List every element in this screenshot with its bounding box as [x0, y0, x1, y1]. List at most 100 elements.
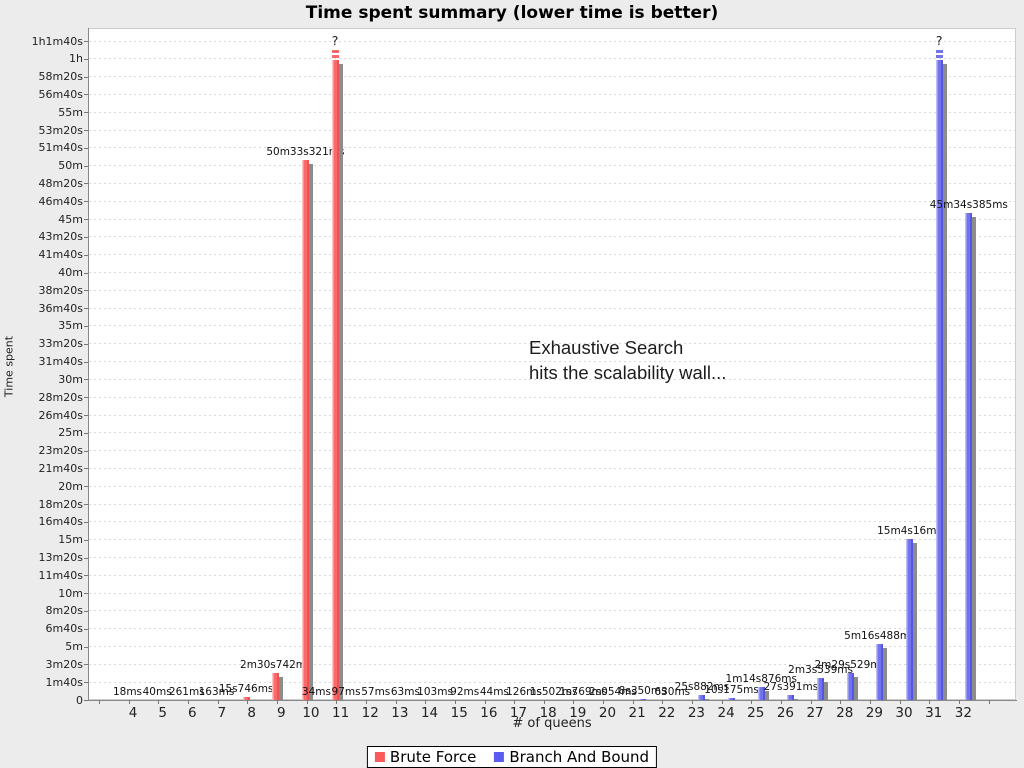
annotation-line-1: Exhaustive Search: [529, 337, 684, 358]
y-tick-mark: [84, 468, 88, 470]
y-tick-label: 15m: [58, 533, 83, 547]
x-tick-label: 9: [276, 705, 286, 721]
y-tick-label: 31m40s: [38, 355, 83, 369]
bar-branch-and-bound-q30: [906, 538, 914, 700]
x-tick-mark: [484, 700, 486, 704]
bar-branch-and-bound-q26: [787, 695, 795, 700]
bar-shadow: [704, 699, 710, 700]
bar-value-label: 25s882ms: [674, 681, 730, 694]
x-tick-label: 5: [158, 705, 167, 721]
x-tick-label: 29: [865, 705, 883, 721]
y-gridline: [89, 147, 1015, 149]
bar-shadow: [852, 677, 858, 700]
bar-branch-and-bound-q24: [728, 698, 736, 700]
bar-value-label: 2m29s529ms: [814, 659, 886, 672]
y-tick-label: 11m40s: [38, 568, 83, 582]
bar-value-label: 50m33s321ms: [266, 145, 345, 158]
branch-and-bound-swatch-icon: [494, 752, 505, 762]
bar-value-label: 126ms: [506, 685, 542, 698]
y-tick-mark: [84, 432, 88, 434]
bar-value-label: 34ms: [301, 685, 331, 698]
x-tick-mark: [247, 700, 249, 704]
bar-value-label: 45m34s385ms: [929, 198, 1008, 211]
x-tick-mark: [454, 700, 456, 704]
x-tick-mark: [395, 700, 397, 704]
x-tick-mark: [573, 700, 575, 704]
y-gridline: [89, 218, 1015, 220]
x-tick-label: 24: [717, 705, 735, 721]
bar-shadow: [793, 699, 799, 700]
x-tick-label: 14: [420, 705, 439, 721]
y-tick-mark: [84, 272, 88, 274]
bar-shadow: [823, 681, 829, 700]
bar-shadow: [882, 647, 888, 700]
x-tick-label: 12: [361, 705, 379, 721]
bar-value-label: 1m14s876ms: [725, 672, 797, 685]
bar-brute-force-q11: [331, 60, 339, 700]
y-tick-mark: [84, 610, 88, 612]
x-tick-label: 6: [188, 705, 197, 721]
x-tick-label: 30: [895, 705, 913, 721]
bar-value-label: 1s502ms: [529, 685, 578, 698]
bar-value-label: 92ms: [450, 685, 480, 698]
bar-value-label: 630ms: [654, 685, 691, 698]
x-tick-mark: [425, 700, 427, 704]
y-gridline: [89, 592, 1015, 594]
y-tick-mark: [84, 219, 88, 221]
bar-brute-force-q9: [272, 673, 280, 700]
y-gridline: [89, 111, 1015, 113]
x-tick-mark: [810, 700, 812, 704]
y-tick-label: 1m40s: [45, 675, 83, 689]
y-tick-label: 10m: [58, 586, 83, 600]
bar-shadow: [941, 64, 947, 700]
x-tick-label: 21: [628, 705, 646, 721]
y-tick-label: 5m: [65, 640, 83, 654]
y-tick-mark: [84, 700, 88, 701]
y-gridline: [89, 200, 1015, 202]
x-tick-label: 31: [925, 705, 943, 721]
y-tick-mark: [84, 236, 88, 238]
x-axis-line: [88, 700, 1017, 701]
y-tick-mark: [84, 646, 88, 648]
x-tick-mark: [365, 700, 367, 704]
bar-value-label: 15m4s16ms: [877, 524, 942, 537]
bar-value-label: 44ms: [479, 685, 509, 698]
y-tick-label: 43m20s: [38, 230, 83, 244]
y-tick-mark: [84, 201, 88, 203]
y-tick-label: 48m20s: [38, 176, 83, 190]
y-gridline: [89, 325, 1015, 327]
y-gridline: [89, 521, 1015, 523]
y-tick-mark: [84, 682, 88, 684]
x-tick-label: 19: [569, 705, 587, 721]
y-tick-mark: [84, 76, 88, 78]
bar-value-label: 2m30s742ms: [240, 659, 312, 672]
x-tick-mark: [721, 700, 723, 704]
x-tick-label: 18: [539, 705, 557, 721]
x-tick-label: 27: [806, 705, 824, 721]
x-tick-label: 28: [836, 705, 854, 721]
x-tick-mark: [514, 700, 516, 704]
y-gridline: [89, 539, 1015, 541]
bar-timeout-dash: [935, 55, 943, 58]
y-tick-label: 28m20s: [38, 390, 83, 404]
x-tick-label: 15: [450, 705, 468, 721]
bar-value-label: 15s746ms: [218, 683, 274, 696]
y-tick-label: 45m: [58, 212, 83, 226]
bar-shadow: [971, 216, 977, 700]
x-tick-label: 4: [128, 705, 138, 721]
y-tick-label: 6m40s: [45, 622, 83, 636]
bar-value-label: 5m16s488ms: [844, 629, 916, 642]
bar-shadow: [912, 542, 918, 700]
x-axis-title: # of queens: [512, 716, 592, 731]
y-tick-label: 35m: [58, 319, 83, 333]
bar-branch-and-bound-q28: [846, 673, 854, 700]
y-tick-mark: [84, 664, 88, 666]
y-tick-label: 1h1m40s: [31, 34, 83, 48]
x-tick-mark: [217, 700, 219, 704]
bar-shadow: [278, 677, 284, 700]
bar-value-label: 57ms: [361, 685, 391, 698]
x-tick-mark: [781, 700, 783, 704]
y-gridline: [89, 76, 1015, 78]
y-gridline: [89, 646, 1015, 648]
